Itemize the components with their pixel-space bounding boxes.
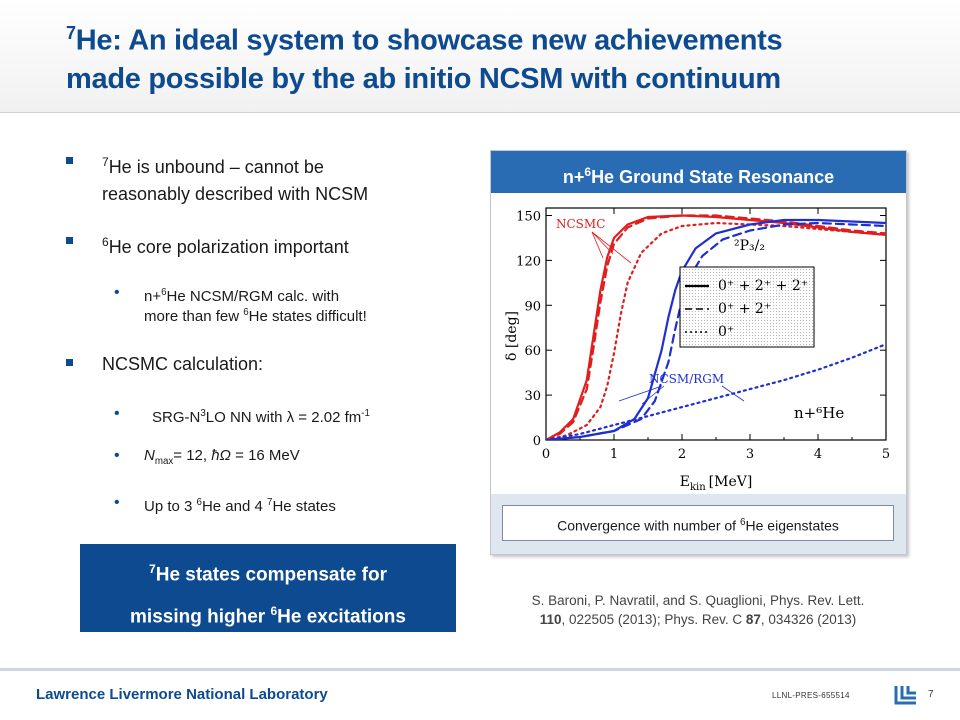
square-bullet-icon bbox=[66, 157, 73, 164]
slide-title: 7He: An ideal system to showcase new ach… bbox=[66, 14, 946, 98]
page-number: 7 bbox=[928, 689, 934, 700]
legend-box: 0⁺ + 2⁺ + 2⁺ 0⁺ + 2⁺ 0⁺ bbox=[679, 266, 815, 348]
series-line-ncsmc-solid bbox=[546, 214, 886, 440]
y-tick-label: 60 bbox=[524, 344, 541, 359]
y-tick-label: 0 bbox=[533, 434, 541, 449]
panel-header: n+6He Ground State Resonance bbox=[491, 151, 906, 193]
x-tick-label: 4 bbox=[814, 447, 822, 462]
title-line-2: made possible by the ab initio NCSM with… bbox=[66, 62, 781, 95]
series-line-ncsmc-dashed bbox=[546, 214, 886, 440]
phase-shift-chart: 0 30 60 90 120 150 0 1 2 3 4 5 δ [deg] Ekin [MeV] 0… bbox=[504, 207, 890, 493]
x-tick-label: 1 bbox=[610, 447, 618, 462]
x-tick-label: 3 bbox=[746, 447, 754, 462]
svg-text:NCSMC: NCSMC bbox=[556, 217, 605, 231]
footer-doc-code: LLNL-PRES-655514 bbox=[772, 691, 850, 700]
y-axis-label: δ [deg] bbox=[504, 311, 520, 361]
x-tick-label: 2 bbox=[678, 447, 686, 462]
panel-footer: Convergence with number of 6He eigenstat… bbox=[491, 494, 906, 554]
title-line-1: He: An ideal system to showcase new achi… bbox=[75, 24, 783, 57]
square-bullet-icon bbox=[66, 237, 73, 244]
legend-label-2: 0⁺ + 2⁺ bbox=[718, 301, 771, 317]
title-sup: 7 bbox=[66, 23, 76, 43]
state-label: ²P₃/₂ bbox=[734, 238, 765, 254]
dot-bullet-icon: • bbox=[114, 405, 120, 422]
ncsmc-annotation: NCSMC bbox=[556, 217, 632, 264]
reference-citation: S. Baroni, P. Navratil, and S. Quaglioni… bbox=[531, 593, 865, 627]
y-tick-label: 150 bbox=[516, 209, 541, 224]
dot-bullet-icon: • bbox=[114, 284, 120, 301]
system-label: n+⁶He bbox=[794, 404, 844, 422]
x-tick-label: 0 bbox=[542, 447, 550, 462]
series-line-ncsmc-dotted bbox=[546, 221, 886, 440]
y-tick-label: 120 bbox=[516, 254, 541, 269]
title-area: 7He: An ideal system to showcase new ach… bbox=[0, 0, 960, 113]
y-tick-label: 90 bbox=[524, 299, 541, 314]
series-line-ncsmrgm-solid bbox=[546, 218, 886, 440]
footer-lab-name: Lawrence Livermore National Laboratory bbox=[36, 686, 328, 703]
square-bullet-icon bbox=[66, 359, 73, 366]
ncsm-rgm-annotation: NCSM/RGM bbox=[618, 372, 745, 405]
x-tick-label: 5 bbox=[882, 447, 890, 462]
callout-box: 7He states compensate for missing higher… bbox=[80, 544, 456, 632]
legend-label-1: 0⁺ + 2⁺ + 2⁺ bbox=[718, 278, 808, 294]
y-tick-label: 30 bbox=[524, 389, 541, 404]
dot-bullet-icon: • bbox=[114, 494, 120, 511]
series-line-ncsmrgm-dotted bbox=[546, 343, 886, 440]
legend-label-3: 0⁺ bbox=[718, 324, 734, 340]
x-axis-label: Ekin [MeV] bbox=[680, 474, 753, 493]
dot-bullet-icon: • bbox=[114, 447, 120, 464]
svg-text:NCSM/RGM: NCSM/RGM bbox=[649, 372, 724, 386]
llnl-logo-icon bbox=[894, 686, 916, 705]
footer-divider bbox=[0, 668, 960, 671]
figure-caption: Convergence with number of 6He eigenstat… bbox=[502, 505, 894, 541]
